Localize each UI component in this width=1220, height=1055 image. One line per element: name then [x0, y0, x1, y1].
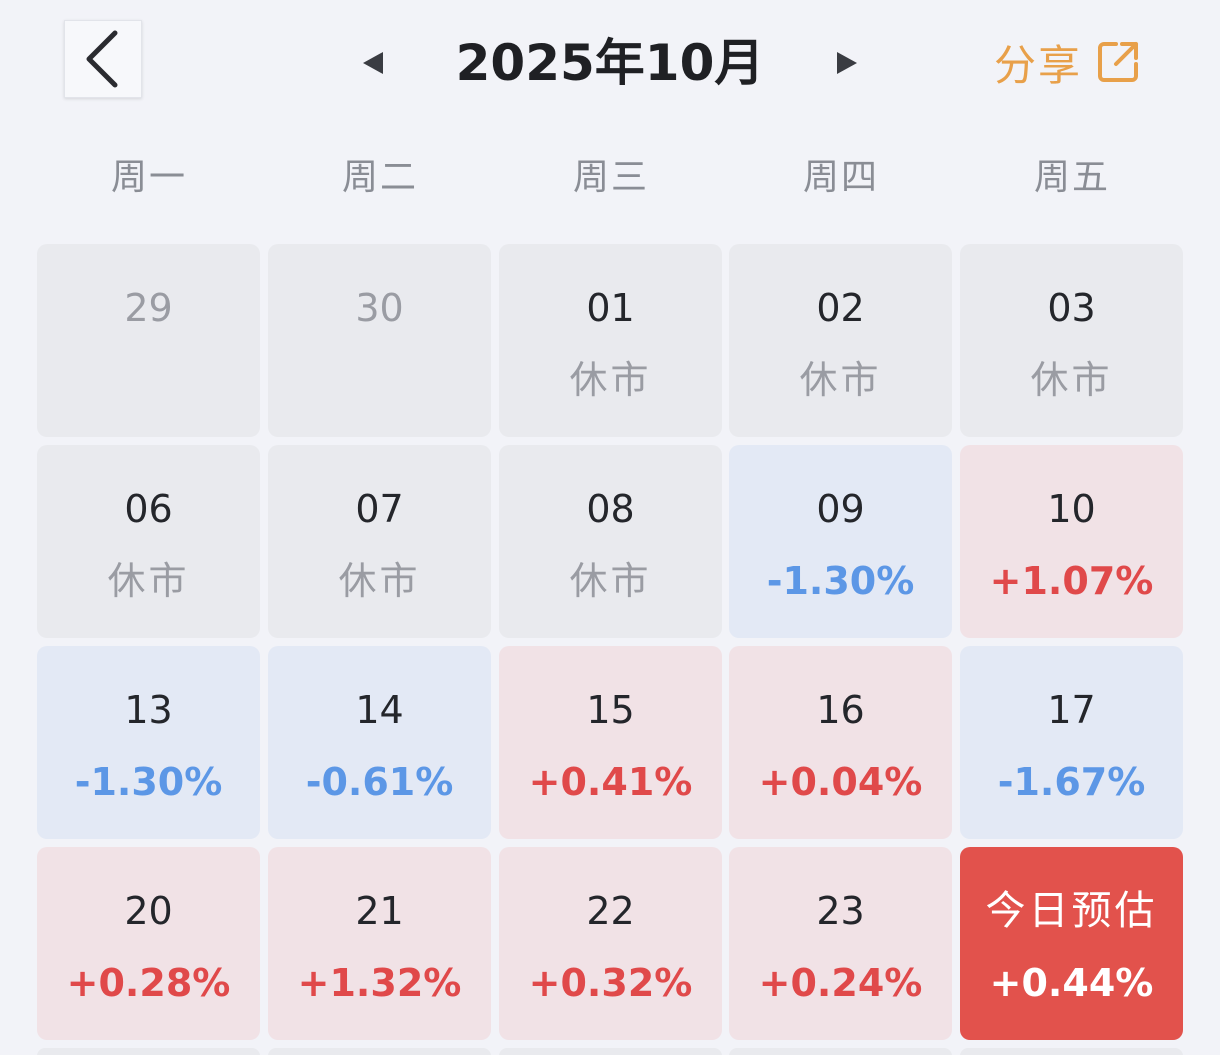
day-number: 20	[124, 889, 173, 933]
day-number: 13	[124, 688, 173, 732]
calendar-day-cell[interactable]: 23 +0.24%	[729, 847, 952, 1040]
day-number: 16	[816, 688, 865, 732]
calendar-day-cell[interactable]: 16 +0.04%	[729, 646, 952, 839]
change-percent: +1.07%	[989, 559, 1154, 603]
change-percent: +0.44%	[989, 961, 1154, 1005]
day-number: 09	[816, 487, 865, 531]
chevron-left-icon	[86, 30, 118, 88]
change-percent: +0.28%	[66, 961, 231, 1005]
next-month-button[interactable]	[832, 45, 862, 81]
today-estimate-cell[interactable]: 今日预估 +0.44%	[960, 847, 1183, 1040]
calendar-day-cell[interactable]: 09 -1.30%	[729, 445, 952, 638]
calendar-day-cell[interactable]: 22 +0.32%	[499, 847, 722, 1040]
change-percent: -1.67%	[997, 760, 1146, 804]
weekday-label: 周二	[341, 157, 418, 198]
previous-month-button[interactable]	[358, 45, 388, 81]
next-row-cell	[729, 1048, 952, 1055]
next-row-cell	[960, 1048, 1183, 1055]
next-row-cell	[37, 1048, 260, 1055]
day-number: 08	[586, 487, 635, 531]
calendar-day-cell[interactable]: 10 +1.07%	[960, 445, 1183, 638]
change-percent: -1.30%	[766, 559, 915, 603]
back-button[interactable]	[64, 20, 142, 98]
calendar-day-cell[interactable]: 29	[37, 244, 260, 437]
calendar-day-cell[interactable]: 06 休市	[37, 445, 260, 638]
market-closed-label: 休市	[569, 358, 652, 402]
calendar-day-cell[interactable]: 01 休市	[499, 244, 722, 437]
day-number: 30	[355, 286, 404, 330]
share-button[interactable]: 分享	[994, 30, 1142, 94]
weekday-label: 周三	[572, 157, 649, 198]
market-closed-label: 休市	[569, 559, 652, 603]
day-number: 07	[355, 487, 404, 531]
change-percent: +0.24%	[758, 961, 923, 1005]
external-link-icon	[1098, 42, 1139, 82]
change-percent: +1.32%	[297, 961, 462, 1005]
calendar-day-cell[interactable]: 08 休市	[499, 445, 722, 638]
day-number: 10	[1047, 487, 1096, 531]
market-closed-label: 休市	[799, 358, 882, 402]
next-row-cell	[268, 1048, 491, 1055]
change-percent: -1.30%	[74, 760, 223, 804]
day-number: 22	[586, 889, 635, 933]
day-number: 02	[816, 286, 865, 330]
day-number: 03	[1047, 286, 1096, 330]
calendar-day-cell[interactable]: 07 休市	[268, 445, 491, 638]
change-percent: +0.32%	[528, 961, 693, 1005]
next-row-cell	[499, 1048, 722, 1055]
calendar-day-cell[interactable]: 03 休市	[960, 244, 1183, 437]
day-number: 17	[1047, 688, 1096, 732]
weekday-label: 周一	[110, 157, 187, 198]
market-closed-label: 休市	[107, 559, 190, 603]
market-closed-label: 休市	[338, 559, 421, 603]
calendar-day-cell[interactable]: 02 休市	[729, 244, 952, 437]
triangle-left-icon	[363, 52, 383, 74]
calendar-day-cell[interactable]: 21 +1.32%	[268, 847, 491, 1040]
share-label: 分享	[994, 40, 1083, 90]
triangle-right-icon	[837, 52, 857, 74]
weekday-label: 周四	[802, 157, 879, 198]
month-title: 2025年10月	[455, 34, 765, 92]
day-number: 23	[816, 889, 865, 933]
day-number: 14	[355, 688, 404, 732]
day-number: 01	[586, 286, 635, 330]
day-number: 29	[124, 286, 173, 330]
calendar-day-cell[interactable]: 14 -0.61%	[268, 646, 491, 839]
calendar-day-cell[interactable]: 30	[268, 244, 491, 437]
day-number: 21	[355, 889, 404, 933]
market-closed-label: 休市	[1030, 358, 1113, 402]
calendar-day-cell[interactable]: 13 -1.30%	[37, 646, 260, 839]
change-percent: +0.04%	[758, 760, 923, 804]
today-label: 今日预估	[985, 888, 1158, 934]
calendar-day-cell[interactable]: 20 +0.28%	[37, 847, 260, 1040]
day-number: 06	[124, 487, 173, 531]
change-percent: -0.61%	[305, 760, 454, 804]
day-number: 15	[586, 688, 635, 732]
calendar-day-cell[interactable]: 17 -1.67%	[960, 646, 1183, 839]
change-percent: +0.41%	[528, 760, 693, 804]
weekday-label: 周五	[1033, 157, 1110, 198]
calendar-day-cell[interactable]: 15 +0.41%	[499, 646, 722, 839]
